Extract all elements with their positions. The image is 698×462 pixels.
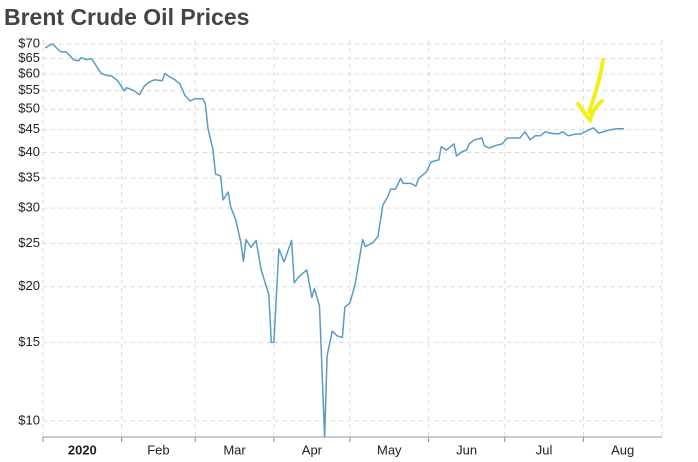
- x-tick-label: Apr: [302, 442, 323, 457]
- y-tick-label: $10: [18, 412, 40, 427]
- y-tick-label: $50: [18, 101, 40, 116]
- x-tick-label: Aug: [611, 442, 634, 457]
- y-tick-label: $25: [18, 235, 40, 250]
- chart-title: Brent Crude Oil Prices: [4, 4, 249, 30]
- arrow-annotation: [576, 58, 605, 124]
- x-tick-label: Feb: [147, 442, 169, 457]
- plot: [45, 43, 624, 438]
- x-tick-label: May: [377, 442, 402, 457]
- grid: $10 $15 $20 $25 $30 $35 $40 $45 $50 $55 $60$65$70 2…: [18, 36, 663, 457]
- x-tick-label: Mar: [223, 442, 246, 457]
- y-tick-label: $65: [18, 50, 40, 65]
- y-tick-label: $30: [18, 200, 40, 215]
- price-line: [45, 43, 624, 438]
- y-tick-label: $45: [18, 121, 40, 136]
- y-tick-label: $60: [18, 65, 40, 80]
- y-tick-label: $70: [18, 36, 40, 51]
- y-tick-label: $20: [18, 278, 40, 293]
- y-tick-label: $55: [18, 82, 40, 97]
- x-tick-label: 2020: [68, 442, 97, 457]
- y-tick-label: $35: [18, 170, 40, 185]
- y-tick-label: $15: [18, 334, 40, 349]
- x-tick-label: Jul: [536, 442, 553, 457]
- x-tick-label: Jun: [456, 442, 477, 457]
- y-tick-label: $40: [18, 144, 40, 159]
